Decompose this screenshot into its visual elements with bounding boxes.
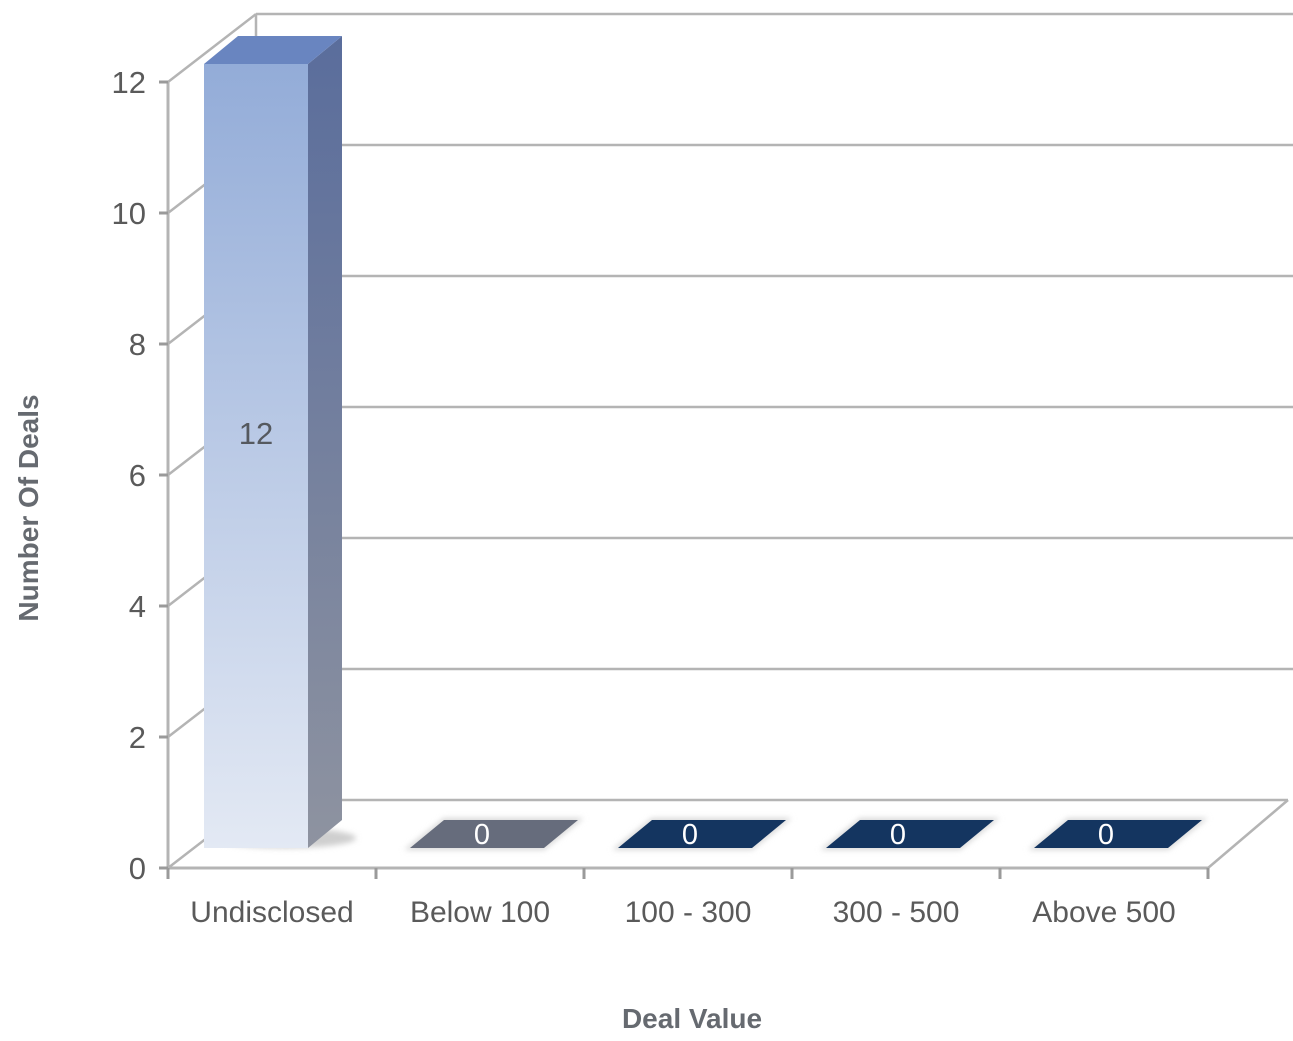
bar-front-face (204, 64, 308, 848)
bar-value-label: 0 (890, 819, 906, 851)
tick-labels: 0 2 4 6 8 10 12 Undisclosed Below 100 100 - 300 30… (112, 65, 1176, 929)
x-tick-label: 300 - 500 (833, 896, 960, 929)
gridlines (167, 12, 1293, 869)
bar-flat-zero (618, 820, 786, 848)
y-tick-label: 6 (129, 458, 146, 493)
bar-flat-zero (1034, 820, 1202, 848)
y-tick-label: 10 (112, 196, 146, 231)
y-tick-label: 4 (129, 589, 146, 624)
floor-right-edge (1207, 799, 1289, 869)
bar-flat-zero (826, 820, 994, 848)
bar-value-label: 0 (682, 819, 698, 851)
x-tick-label: Above 500 (1032, 896, 1175, 929)
bar-top-face (204, 36, 342, 64)
x-tick-label: Below 100 (410, 896, 550, 929)
side-wall-gridline (167, 13, 257, 83)
y-tick-label: 2 (129, 720, 146, 755)
y-axis-title: Number Of Deals (13, 394, 44, 621)
bar-value-label: 0 (1098, 819, 1114, 851)
x-tick-label: Undisclosed (190, 896, 353, 929)
bar-value-label: 0 (474, 819, 490, 851)
y-tick-label: 8 (129, 327, 146, 362)
y-tick-label: 0 (129, 851, 146, 886)
y-tick-label: 12 (112, 65, 146, 100)
x-tick-label: 100 - 300 (625, 896, 752, 929)
bar-flat-zero (410, 820, 578, 848)
bar-value-label: 12 (239, 416, 273, 451)
x-axis-title: Deal Value (622, 1003, 762, 1034)
bar-side-face (308, 36, 342, 848)
axes (159, 80, 1210, 879)
bars (204, 36, 1208, 850)
